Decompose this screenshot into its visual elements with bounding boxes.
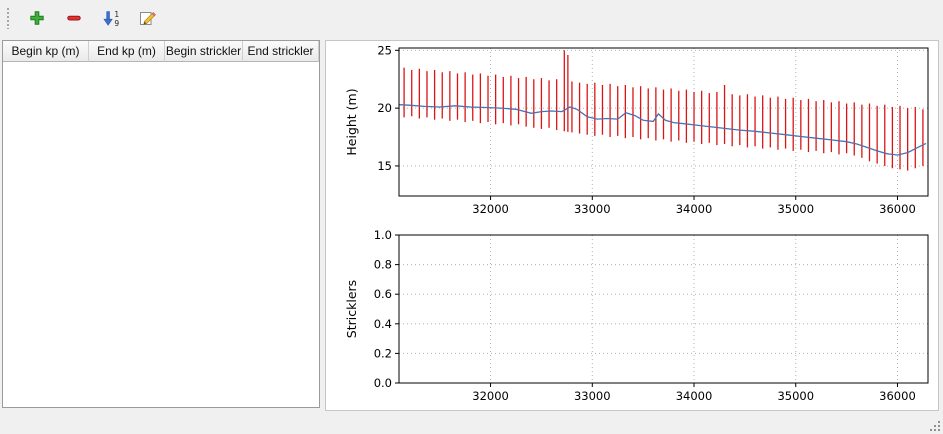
svg-text:1: 1 — [114, 10, 119, 19]
edit-icon — [140, 11, 156, 25]
svg-text:25: 25 — [377, 43, 392, 57]
axis-frame — [398, 234, 929, 384]
tick-marks — [395, 49, 898, 200]
svg-text:9: 9 — [114, 19, 119, 27]
toolbar-drag-handle[interactable] — [6, 7, 10, 29]
sort-ascending-icon: 1 9 — [102, 10, 119, 27]
charts-panel: 32000 33000 34000 35000 36000 15 20 25 Height (m… — [325, 40, 939, 411]
column-header-1[interactable]: Begin kp (m) — [3, 41, 89, 62]
column-header-3[interactable]: Begin strickler — [165, 41, 243, 62]
table-body — [3, 62, 319, 407]
tick-marks — [395, 234, 898, 387]
toolbar: 1 9 — [0, 0, 943, 36]
svg-text:20: 20 — [377, 101, 392, 115]
svg-text:0.6: 0.6 — [374, 287, 392, 301]
resize-grip-icon[interactable] — [928, 419, 941, 432]
svg-text:1.0: 1.0 — [374, 229, 392, 242]
svg-text:34000: 34000 — [676, 389, 713, 403]
y-axis-label: Stricklers — [344, 280, 359, 338]
stricklers-chart: 32000 33000 34000 35000 36000 0.0 0.2 0.4 0.6 0.8… — [344, 229, 929, 403]
sort-button[interactable]: 1 9 — [97, 5, 125, 31]
edit-button[interactable] — [134, 5, 162, 31]
svg-text:35000: 35000 — [777, 389, 814, 403]
svg-text:33000: 33000 — [574, 389, 611, 403]
svg-text:0.0: 0.0 — [374, 376, 392, 390]
add-row-button[interactable] — [23, 5, 51, 31]
tick-labels: 32000 33000 34000 35000 36000 0.0 0.2 0.4 0.6 0.8… — [374, 229, 916, 403]
svg-text:0.8: 0.8 — [374, 258, 392, 272]
svg-text:36000: 36000 — [879, 389, 916, 403]
status-bar — [0, 418, 943, 434]
svg-text:32000: 32000 — [472, 202, 509, 216]
svg-text:34000: 34000 — [676, 202, 713, 216]
svg-text:35000: 35000 — [777, 202, 814, 216]
axis-frame — [398, 47, 929, 197]
svg-text:32000: 32000 — [472, 389, 509, 403]
svg-text:15: 15 — [377, 159, 392, 173]
svg-text:33000: 33000 — [574, 202, 611, 216]
column-header-2[interactable]: End kp (m) — [89, 41, 165, 62]
remove-row-button[interactable] — [60, 5, 88, 31]
strickler-table: Begin kp (m) End kp (m) Begin strickler End… — [2, 40, 320, 408]
svg-text:0.4: 0.4 — [374, 317, 392, 331]
svg-text:36000: 36000 — [879, 202, 916, 216]
profile-line — [398, 104, 927, 156]
column-header-4[interactable]: End strickler — [243, 41, 319, 62]
svg-text:0.2: 0.2 — [374, 346, 392, 360]
minus-icon — [67, 15, 81, 21]
tick-labels: 32000 33000 34000 35000 36000 15 20 25 — [377, 43, 915, 216]
table-header-row: Begin kp (m) End kp (m) Begin strickler End… — [3, 41, 319, 62]
error-bars — [403, 50, 924, 171]
height-chart: 32000 33000 34000 35000 36000 15 20 25 Height (m… — [344, 43, 929, 216]
y-axis-label: Height (m) — [344, 88, 359, 155]
grid-lines — [399, 234, 928, 384]
plus-icon — [30, 11, 44, 25]
